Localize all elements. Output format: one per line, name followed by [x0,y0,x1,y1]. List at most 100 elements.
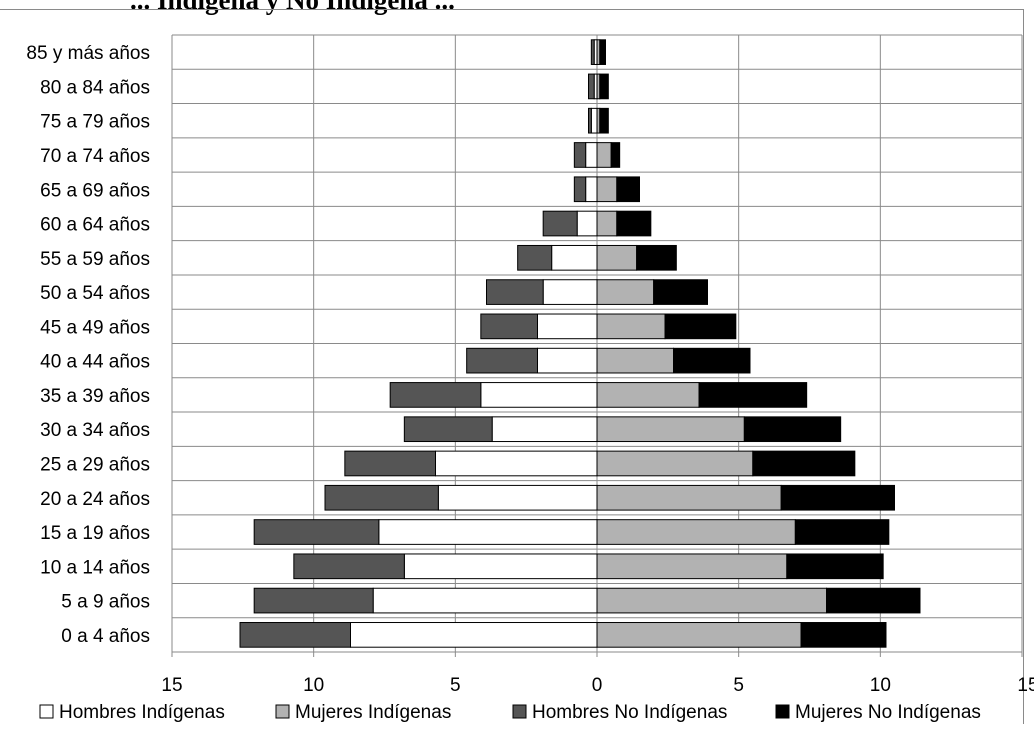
bars-group [239,39,921,648]
x-tick-label: 0 [592,675,603,696]
bar-hombres-no-indigenas [253,519,380,545]
grid-lines [171,34,1023,653]
bar-hombres-no-indigenas [590,39,595,65]
bar-mujeres-no-indigenas [698,382,808,408]
chart-title: ... Indígena y No Indígena ... [130,0,455,15]
bar-mujeres-indigenas [596,450,754,477]
bar-mujeres-no-indigenas [599,73,609,100]
category-label: 50 a 54 años [40,283,150,304]
bar-hombres-indigenas [585,142,598,168]
bar-hombres-no-indigenas [466,347,538,374]
category-label: 35 a 39 años [40,386,150,407]
category-label: 15 a 19 años [40,523,150,544]
bar-hombres-no-indigenas [480,313,539,340]
bar-hombres-indigenas [437,484,598,511]
category-label: 80 a 84 años [40,77,150,98]
bar-mujeres-indigenas [596,519,796,545]
bar-mujeres-no-indigenas [653,279,709,305]
bar-mujeres-indigenas [596,416,745,443]
bar-hombres-no-indigenas [588,107,592,134]
bar-hombres-no-indigenas [389,382,482,408]
category-label: 0 a 4 años [61,626,150,647]
bar-hombres-no-indigenas [253,587,374,614]
category-label: 30 a 34 años [40,420,150,441]
category-axis: 85 y más años 80 a 84 años 75 a 79 años 70 … [26,43,150,647]
chart-frame [0,9,1024,724]
bar-hombres-indigenas [435,450,598,477]
bar-mujeres-no-indigenas [780,484,896,511]
bar-hombres-no-indigenas [542,210,578,237]
bar-mujeres-no-indigenas [752,450,856,477]
bar-hombres-indigenas [378,519,598,545]
bar-mujeres-indigenas [596,484,782,511]
bar-mujeres-no-indigenas [599,107,609,134]
category-label: 60 a 64 años [40,215,150,236]
bar-hombres-indigenas [585,176,598,203]
bar-hombres-no-indigenas [403,416,493,443]
bar-mujeres-indigenas [596,210,618,237]
category-label: 5 a 9 años [61,592,150,613]
bar-mujeres-indigenas [596,279,655,305]
bar-hombres-no-indigenas [324,484,439,511]
legend: Hombres Indígenas Mujeres Indígenas Hombre… [39,702,981,723]
x-tick-label: 15 [161,675,182,696]
category-label: 65 a 69 años [40,180,150,201]
x-tick-label: 15 [1017,675,1034,696]
value-axis: 15 10 5 0 5 10 15 [161,651,1034,696]
bar-mujeres-indigenas [596,142,612,168]
bar-hombres-no-indigenas [573,176,587,203]
bar-mujeres-no-indigenas [786,553,884,580]
bar-mujeres-no-indigenas [599,39,606,65]
bar-mujeres-no-indigenas [610,142,621,168]
bar-hombres-indigenas [576,210,598,237]
bar-hombres-no-indigenas [486,279,544,305]
bar-mujeres-indigenas [596,313,666,340]
bar-hombres-indigenas [372,587,598,614]
bar-hombres-indigenas [491,416,598,443]
bar-mujeres-no-indigenas [616,210,652,237]
category-label: 75 a 79 años [40,112,150,133]
category-label: 25 a 29 años [40,454,150,475]
bar-mujeres-no-indigenas [636,244,677,271]
bar-mujeres-indigenas [596,587,827,614]
bar-mujeres-indigenas [596,347,674,374]
category-label: 20 a 24 años [40,489,150,510]
legend-label: Mujeres Indígenas [295,702,451,723]
legend-label: Hombres No Indígenas [532,702,727,723]
bar-hombres-indigenas [542,279,598,305]
bar-mujeres-indigenas [596,176,618,203]
bar-mujeres-no-indigenas [664,313,737,340]
legend-swatch [512,704,527,719]
x-tick-label: 5 [733,675,744,696]
bar-hombres-indigenas [350,622,598,648]
x-tick-label: 10 [870,675,891,696]
bar-hombres-indigenas [480,382,598,408]
bar-mujeres-no-indigenas [800,622,887,648]
bar-hombres-indigenas [403,553,598,580]
legend-swatch [39,704,54,719]
bar-mujeres-no-indigenas [673,347,751,374]
bar-hombres-no-indigenas [517,244,553,271]
category-label: 40 a 44 años [40,352,150,373]
bar-hombres-indigenas [551,244,598,271]
legend-swatch [275,704,290,719]
bar-mujeres-indigenas [596,553,788,580]
category-label: 10 a 14 años [40,557,150,578]
bar-mujeres-no-indigenas [743,416,842,443]
bar-mujeres-indigenas [596,622,802,648]
category-label: 70 a 74 años [40,146,150,167]
x-tick-label: 5 [450,675,461,696]
bar-mujeres-no-indigenas [826,587,921,614]
bar-mujeres-indigenas [596,244,638,271]
bar-hombres-no-indigenas [573,142,587,168]
bar-hombres-indigenas [537,313,598,340]
legend-label: Mujeres No Indígenas [795,702,981,723]
bar-mujeres-no-indigenas [616,176,640,203]
bar-hombres-indigenas [537,347,598,374]
bar-mujeres-indigenas [596,382,700,408]
bar-hombres-indigenas [590,107,598,134]
category-label: 45 a 49 años [40,317,150,338]
bar-mujeres-no-indigenas [794,519,890,545]
bar-hombres-no-indigenas [293,553,405,580]
